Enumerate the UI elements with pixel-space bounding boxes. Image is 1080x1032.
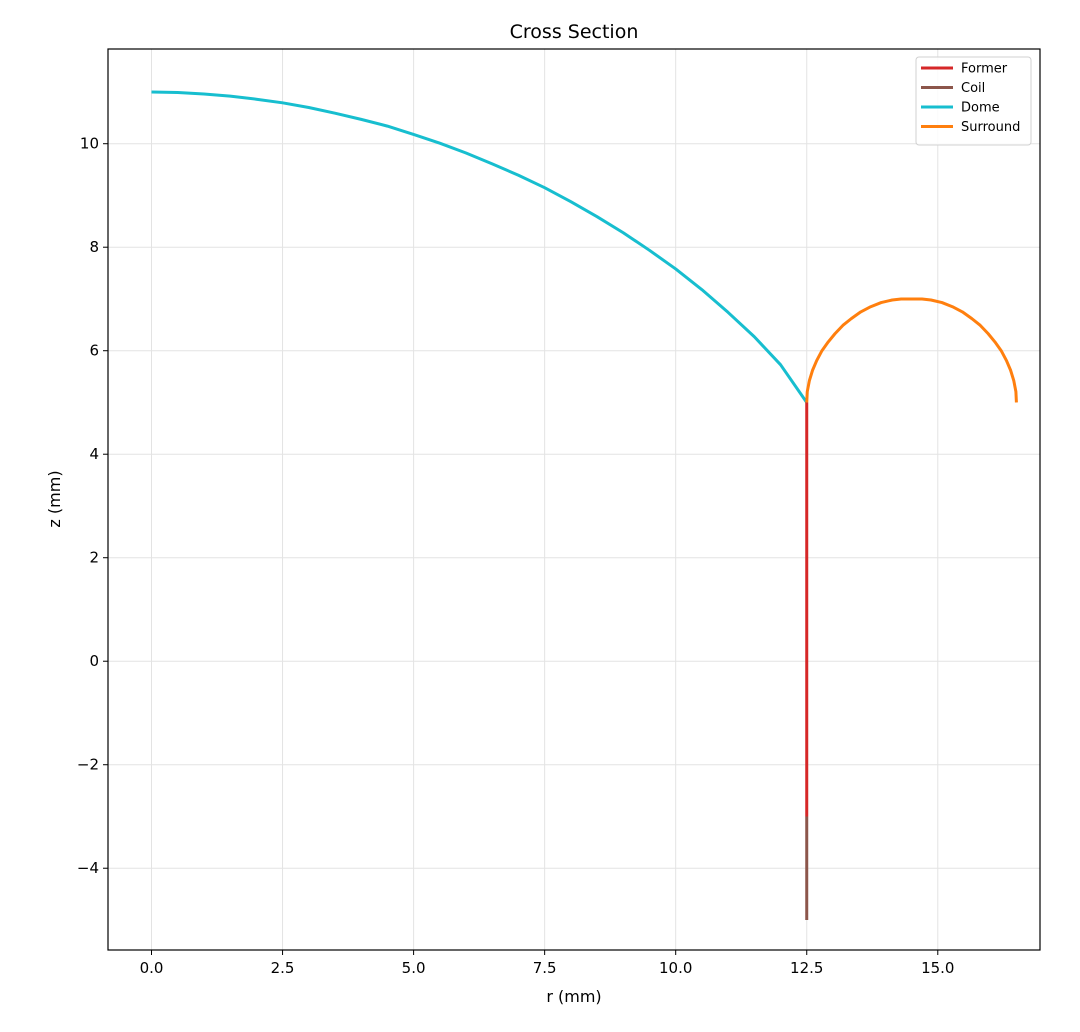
legend-box [915,56,1032,146]
y-tick-label: −2 [77,756,99,774]
chart-title: Cross Section [510,21,639,43]
series-group [151,90,1018,920]
series-line-dome [151,90,808,404]
y-tick-label: 8 [89,238,99,256]
legend-label-coil: Coil [961,81,985,96]
x-tick-label: 2.5 [271,959,295,977]
legend-label-surround: Surround [961,120,1020,135]
y-tick-label: 4 [89,445,99,463]
y-tick-label: 2 [89,549,99,567]
series-line-surround [805,297,1018,403]
x-tick-label: 7.5 [533,959,557,977]
x-tick-label: 10.0 [659,959,692,977]
legend-label-dome: Dome [961,101,1000,116]
legend-label-former: Former [961,62,1008,77]
y-tick-label: 10 [80,135,99,153]
x-tick-label: 12.5 [790,959,823,977]
x-tick-label: 15.0 [921,959,954,977]
x-tick-label: 0.0 [140,959,164,977]
y-tick-label: −4 [77,859,99,877]
y-tick-label: 6 [89,342,99,360]
plot-frame [107,48,1041,951]
x-tick-label: 5.0 [402,959,426,977]
y-tick-label: 0 [89,652,99,670]
legend: Former Coil Dome Surround [915,56,1032,146]
grid [108,49,1040,950]
y-axis-label: z (mm) [45,470,64,527]
x-axis-label: r (mm) [546,987,601,1006]
ticks: 0.0 2.5 5.0 7.5 10.0 12.5 15.0 −4 −2 0 2 4 6 8 10 [77,135,955,977]
